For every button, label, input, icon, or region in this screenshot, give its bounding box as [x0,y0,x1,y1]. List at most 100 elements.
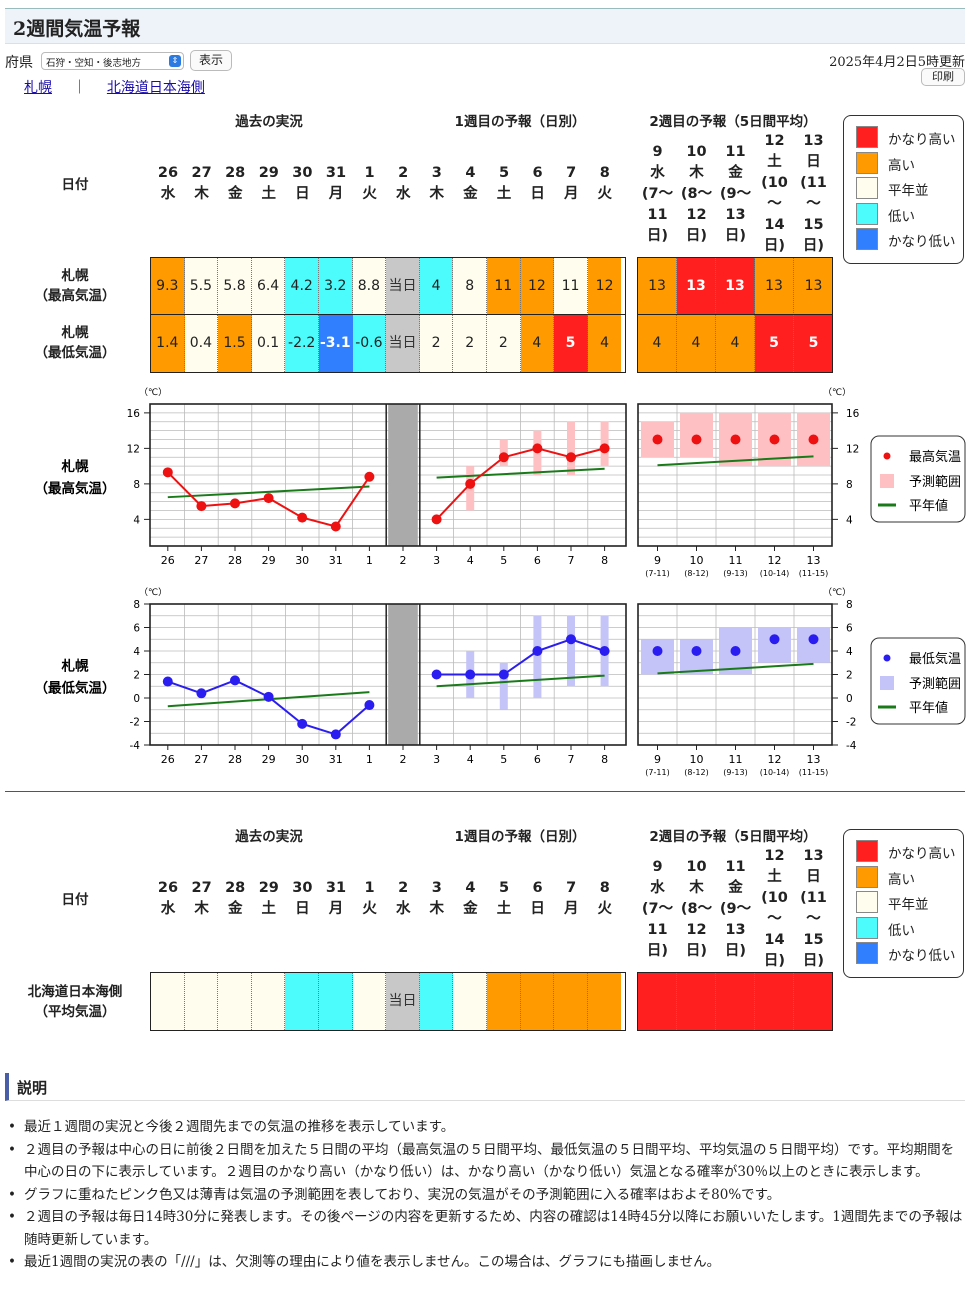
x-tick-label: 13 [807,554,821,567]
chart-min-temp: 札幌（最低気温）（℃） （℃）-4 -4-2 -20 02 24 46 68 826 27 28 29… [35,587,966,777]
week2-date-line: 金 [728,165,743,181]
temp-cell [352,973,387,1030]
date-day: 27 [191,165,212,181]
week2-point [730,434,741,445]
week2-date-line: 10 [686,859,707,875]
temp-cell: 4 [419,258,454,315]
x-tick-label: 12 [768,554,782,567]
legend-swatch [856,891,878,913]
week2-date-line: 日) [646,228,669,244]
forecast-range-bar [567,615,575,687]
temp-cell [520,973,555,1030]
legend-label: 最低気温 [909,651,961,667]
date-weekday: 木 [194,901,209,917]
temp-cell [151,973,185,1030]
week2-date-column: 10 木 (8〜 12 日) [677,131,716,247]
temp-cell: 2 [419,315,454,372]
temp-cell [285,973,319,1030]
print-button[interactable]: 印刷 [921,68,965,86]
week2-point [808,434,819,445]
week2-date-line: 土 [767,154,782,170]
x-tick-sublabel: (11-15) [799,768,829,777]
week2-date-line: 11 [647,207,668,223]
link-sapporo[interactable]: 札幌 [24,80,52,96]
legend-swatch [856,840,878,862]
temp-cell: 4 [638,315,677,372]
x-tick-label: 7 [568,554,575,567]
week2-date-line: 水 [650,165,665,181]
row-label-line: （最高気温） [34,288,116,304]
x-tick-label: 28 [228,554,242,567]
x-tick-sublabel: (10-14) [760,768,790,777]
week2-date-column: 11 金 (9〜 13 日) [716,846,755,962]
y-tick-label: 8 [846,479,853,491]
y-tick-label: 8 [133,479,140,491]
date-weekday: 火 [597,186,613,202]
x-tick-label: 29 [262,554,276,567]
observed-point [196,501,207,512]
forecast-point [566,634,576,645]
date-column: 28 金 [218,163,252,205]
legend-swatch [856,177,878,199]
chevron-updown-icon: ⇕ [169,55,181,67]
forecast-point [498,669,509,680]
x-tick-label: 3 [433,554,440,567]
x-tick-label: 5 [500,554,507,567]
week2-panel-frame [637,403,833,547]
temp-cell [638,973,677,1030]
date-weekday: 日 [295,186,310,202]
week2-date-line: 15 [803,932,824,948]
date-weekday: 木 [194,186,209,202]
date-column: 31 月 [319,878,353,920]
x-tick-label: 9 [654,554,661,567]
date-weekday: 水 [395,186,411,202]
x-tick-label: 6 [534,554,541,567]
date-day: 5 [498,880,510,896]
daily-panel-frame [149,403,627,547]
date-weekday: 土 [261,186,277,202]
link-nihonkai[interactable]: 北海道日本海側 [106,80,205,96]
chart-legend-box [870,435,966,523]
temp-cell: 8.8 [352,258,387,315]
x-tick-label: 27 [194,753,208,766]
legend-label: かなり高い [888,132,956,148]
header-week2: 2週目の予報（5日間平均） [649,829,817,845]
week2-date-column: 11 金 (9〜 13 日) [716,131,755,247]
week2-date-line: (10 [761,175,788,191]
date-weekday: 月 [328,901,344,917]
legend-label: かなり低い [888,948,956,964]
updated-time: 2025年4月2日5時更新 [829,55,965,70]
date-day: 30 [292,880,313,896]
page-title: 2週間気温予報 [13,18,141,40]
week2-point [691,646,702,656]
forecast-point [599,443,610,454]
show-button[interactable]: 表示 [190,50,232,71]
legend-label: 高い [888,157,915,174]
week2-date-line: 日) [763,953,786,969]
x-tick-label: 1 [366,554,373,567]
y-tick-label: 2 [133,670,140,682]
date-weekday: 土 [496,901,512,917]
region-select[interactable]: 石狩・空知・後志地方 ⇕ [41,52,184,70]
temp-cell: 4 [677,315,716,372]
temp-cell: 13 [794,258,833,315]
row-label-line: 札幌 [61,325,89,341]
date-column: 30 日 [285,163,319,205]
row-label-avg: 北海道日本海側 （平均気温） [5,982,145,1022]
observed-point [162,467,173,478]
week2-date-line: 15 [803,217,824,233]
temp-cell: 5 [554,315,588,372]
row-label-line: （平均気温） [34,1004,116,1020]
date-day: 8 [599,880,610,896]
x-tick-label: 10 [690,753,704,766]
date-day: 26 [157,880,179,896]
